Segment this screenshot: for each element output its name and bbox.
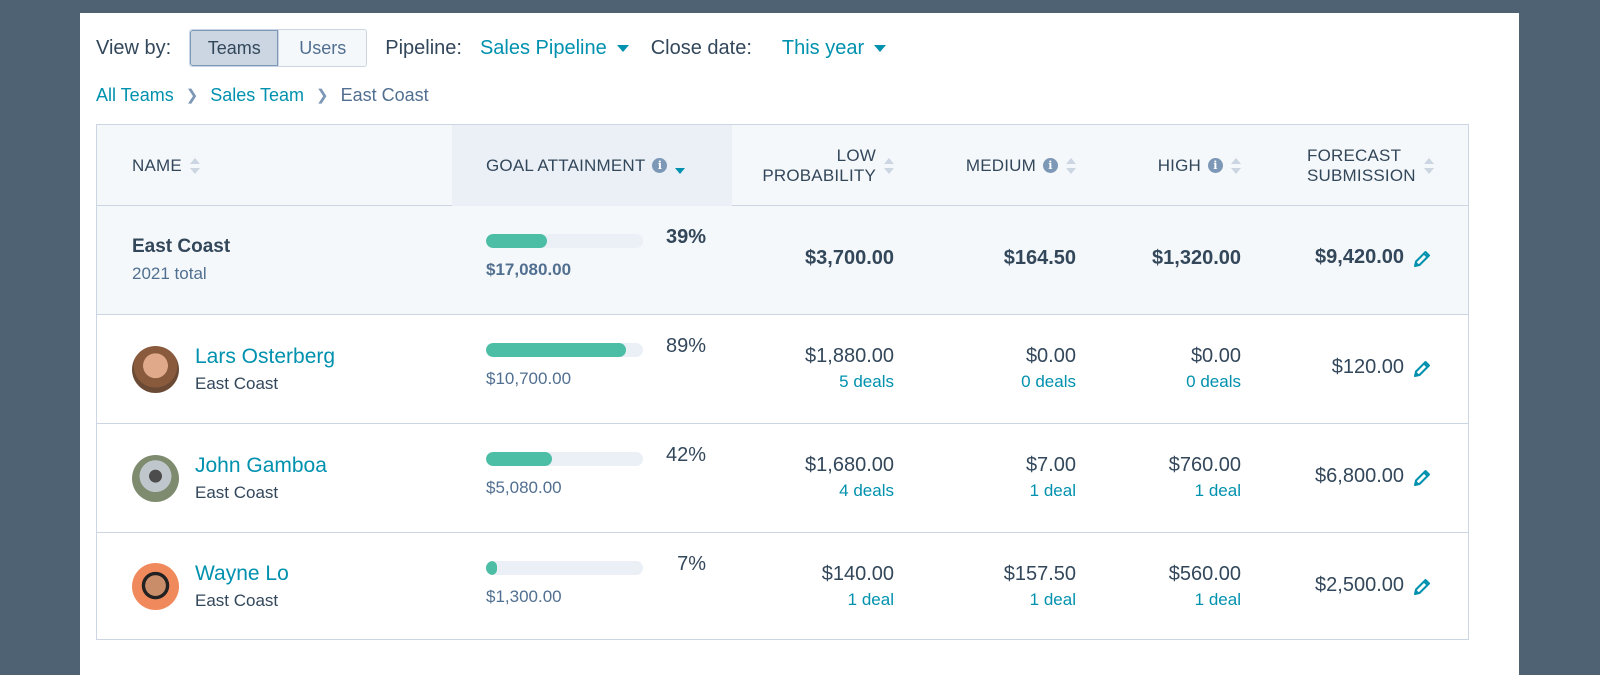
sort-icon[interactable] — [1066, 157, 1076, 174]
avatar — [132, 454, 179, 502]
low-cell: $140.00 1 deal — [714, 563, 894, 610]
goal-progress-bar — [486, 452, 643, 466]
name-cell: East Coast 2021 total — [132, 206, 230, 314]
table-row: Wayne Lo East Coast 7% $1,300.00 $140.00… — [97, 533, 1468, 639]
deals-link[interactable]: 5 deals — [839, 372, 894, 391]
name-cell: Wayne Lo East Coast — [132, 533, 289, 639]
column-header-high[interactable]: HIGH i — [1158, 125, 1241, 206]
table-row: John Gamboa East Coast 42% $5,080.00 $1,… — [97, 424, 1468, 533]
column-header-low-probability[interactable]: LOW PROBABILITY — [762, 125, 894, 206]
close-date-dropdown[interactable]: This year — [781, 36, 887, 60]
deals-link[interactable]: 1 deal — [1029, 481, 1076, 500]
view-by-toggle: Teams Users — [189, 29, 368, 67]
forecast-cell: $9,420.00 — [1315, 246, 1404, 268]
goal-progress-bar — [486, 234, 643, 248]
low-cell: $1,680.00 4 deals — [714, 454, 894, 501]
goal-progress-bar — [486, 343, 643, 357]
breadcrumb-all-teams[interactable]: All Teams — [96, 84, 174, 105]
info-icon[interactable]: i — [1208, 158, 1223, 173]
table-row-total: East Coast 2021 total 39% $17,080.00 $3,… — [97, 206, 1468, 315]
pipeline-label: Pipeline: — [385, 36, 462, 59]
column-header-goal[interactable]: GOAL ATTAINMENT i — [486, 125, 686, 206]
medium-cell: $7.00 1 deal — [936, 454, 1076, 501]
view-by-label: View by: — [96, 36, 172, 59]
breadcrumb-sales-team[interactable]: Sales Team — [210, 84, 304, 105]
close-date-value: This year — [781, 36, 865, 59]
view-users-button[interactable]: Users — [278, 30, 367, 66]
user-name-link[interactable]: Lars Osterberg — [195, 344, 336, 368]
chevron-right-icon: ❯ — [316, 87, 329, 104]
column-header-name[interactable]: NAME — [132, 125, 200, 206]
high-cell: $1,320.00 — [1152, 247, 1241, 269]
pipeline-value: Sales Pipeline — [479, 36, 607, 59]
goal-amount: $1,300.00 — [486, 587, 562, 606]
goal-amount: $17,080.00 — [486, 260, 572, 279]
medium-cell: $0.00 0 deals — [936, 345, 1076, 392]
user-team: East Coast — [195, 590, 279, 610]
forecast-card: View by: Teams Users Pipeline: Sales Pip… — [80, 13, 1519, 675]
forecast-cell: $120.00 — [1331, 356, 1404, 378]
chevron-right-icon: ❯ — [185, 87, 199, 104]
goal-amount: $10,700.00 — [486, 369, 572, 388]
info-icon[interactable]: i — [652, 158, 668, 173]
user-name-link[interactable]: Wayne Lo — [195, 561, 289, 585]
deals-link[interactable]: 0 deals — [1186, 372, 1241, 391]
breadcrumb-current: East Coast — [340, 84, 429, 105]
column-header-forecast-submission[interactable]: FORECAST SUBMISSION — [1307, 125, 1434, 206]
goal-progress-bar — [486, 561, 643, 575]
team-name: East Coast — [132, 236, 231, 257]
goal-percent: 39% — [665, 226, 706, 248]
sorted-column-highlight — [452, 125, 732, 206]
table-header: NAME GOAL ATTAINMENT i LOW PROBABILITY M… — [97, 125, 1468, 206]
goal-percent: 42% — [665, 444, 706, 466]
forecast-cell: $2,500.00 — [1315, 574, 1404, 596]
sort-icon[interactable] — [884, 157, 894, 174]
goal-percent: 89% — [665, 335, 706, 357]
sort-icon[interactable] — [189, 157, 200, 174]
medium-cell: $164.50 — [1003, 247, 1076, 269]
deals-link[interactable]: 1 deal — [1194, 590, 1241, 609]
user-team: East Coast — [195, 373, 279, 393]
low-cell: $1,880.00 5 deals — [714, 345, 894, 392]
sort-icon[interactable] — [675, 158, 686, 174]
pipeline-dropdown[interactable]: Sales Pipeline — [480, 37, 629, 60]
goal-percent: 7% — [677, 553, 706, 575]
caret-down-icon — [874, 44, 887, 52]
close-date-label: Close date: — [650, 36, 752, 59]
high-cell: $760.00 1 deal — [1101, 454, 1241, 501]
user-team: East Coast — [195, 482, 279, 502]
table-row: Lars Osterberg East Coast 89% $10,700.00… — [97, 315, 1468, 424]
deals-link[interactable]: 4 deals — [839, 481, 894, 500]
name-cell: John Gamboa East Coast — [132, 424, 327, 532]
total-label: 2021 total — [132, 264, 207, 283]
sort-icon[interactable] — [1231, 157, 1241, 174]
caret-down-icon — [616, 44, 629, 52]
deals-link[interactable]: 1 deal — [1194, 481, 1241, 500]
deals-link[interactable]: 1 deal — [847, 590, 894, 609]
avatar — [132, 562, 179, 610]
forecast-cell: $6,800.00 — [1315, 465, 1404, 487]
name-cell: Lars Osterberg East Coast — [132, 315, 335, 423]
sort-icon[interactable] — [1423, 157, 1434, 174]
breadcrumb: All Teams ❯ Sales Team ❯ East Coast — [96, 83, 429, 107]
medium-cell: $157.50 1 deal — [936, 563, 1076, 610]
deals-link[interactable]: 0 deals — [1021, 372, 1076, 391]
pencil-icon[interactable] — [1412, 249, 1432, 269]
user-name-link[interactable]: John Gamboa — [195, 453, 327, 477]
view-teams-button[interactable]: Teams — [190, 30, 279, 66]
forecast-table: NAME GOAL ATTAINMENT i LOW PROBABILITY M… — [96, 124, 1469, 640]
high-cell: $0.00 0 deals — [1101, 345, 1241, 392]
pencil-icon[interactable] — [1412, 359, 1432, 379]
avatar — [132, 345, 179, 393]
column-header-medium[interactable]: MEDIUM i — [966, 125, 1076, 206]
high-cell: $560.00 1 deal — [1101, 563, 1241, 610]
low-cell: $3,700.00 — [805, 247, 894, 269]
goal-amount: $5,080.00 — [486, 478, 562, 497]
pencil-icon[interactable] — [1412, 468, 1432, 488]
pencil-icon[interactable] — [1412, 577, 1432, 597]
deals-link[interactable]: 1 deal — [1029, 590, 1076, 609]
info-icon[interactable]: i — [1043, 158, 1058, 173]
toolbar: View by: Teams Users Pipeline: Sales Pip… — [96, 29, 887, 67]
